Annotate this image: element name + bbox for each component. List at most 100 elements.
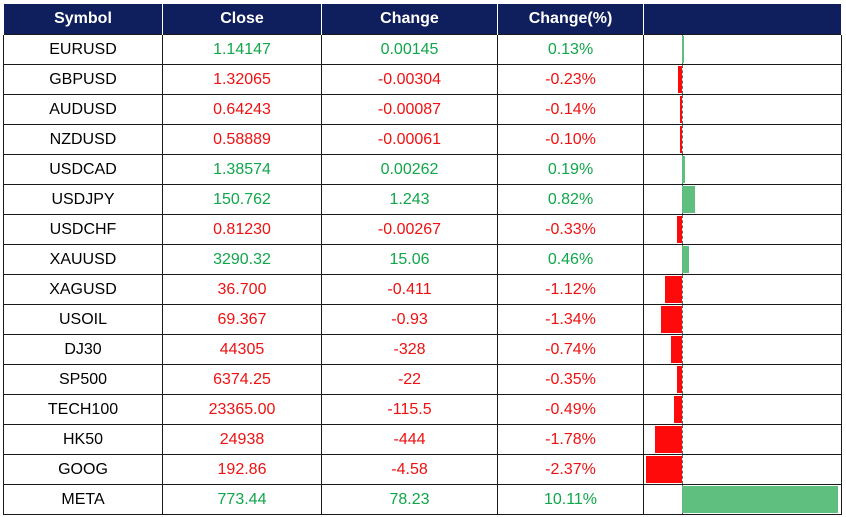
change-cell: -0.00267 [321, 214, 498, 245]
zero-axis [682, 125, 683, 154]
zero-axis [682, 455, 683, 484]
change-bar [679, 96, 682, 123]
close-cell: 0.64243 [162, 94, 322, 125]
zero-axis [682, 335, 683, 364]
change-pct-cell: 0.13% [497, 34, 644, 65]
symbol-cell: EURUSD [3, 34, 163, 65]
change-bar-cell [643, 214, 842, 245]
change-pct-cell: -0.74% [497, 334, 644, 365]
change-bar-cell [643, 424, 842, 455]
header-row: Symbol Close Change Change(%) [3, 4, 842, 35]
change-bar [680, 126, 682, 153]
change-bar [682, 186, 695, 213]
change-cell: -0.00087 [321, 94, 498, 125]
symbol-cell: USOIL [3, 304, 163, 335]
close-cell: 0.58889 [162, 124, 322, 155]
table-row: EURUSD 1.14147 0.00145 0.13% [3, 34, 842, 65]
change-bar [678, 66, 682, 93]
change-bar [682, 486, 838, 513]
change-pct-cell: -0.35% [497, 364, 644, 395]
change-pct-cell: -0.14% [497, 94, 644, 125]
header-change: Change [321, 4, 498, 35]
table-row: AUDUSD 0.64243 -0.00087 -0.14% [3, 94, 842, 125]
change-bar-cell [643, 184, 842, 215]
table-row: NZDUSD 0.58889 -0.00061 -0.10% [3, 124, 842, 155]
close-cell: 773.44 [162, 484, 322, 515]
change-bar-cell [643, 154, 842, 185]
change-bar-cell [643, 364, 842, 395]
close-cell: 192.86 [162, 454, 322, 485]
change-pct-cell: -2.37% [497, 454, 644, 485]
table-row: GOOG 192.86 -4.58 -2.37% [3, 454, 842, 485]
symbol-cell: META [3, 484, 163, 515]
change-cell: 1.243 [321, 184, 498, 215]
change-bar [676, 216, 682, 243]
change-cell: -0.93 [321, 304, 498, 335]
zero-axis [682, 275, 683, 304]
table-row: GBPUSD 1.32065 -0.00304 -0.23% [3, 64, 842, 95]
header-change-pct: Change(%) [497, 4, 644, 35]
table-row: USDCHF 0.81230 -0.00267 -0.33% [3, 214, 842, 245]
table-row: USDCAD 1.38574 0.00262 0.19% [3, 154, 842, 185]
change-cell: -0.411 [321, 274, 498, 305]
zero-axis [682, 65, 683, 94]
change-pct-cell: 0.82% [497, 184, 644, 215]
change-pct-cell: -1.12% [497, 274, 644, 305]
table-row: SP500 6374.25 -22 -0.35% [3, 364, 842, 395]
change-pct-cell: -0.49% [497, 394, 644, 425]
symbol-cell: DJ30 [3, 334, 163, 365]
change-cell: -328 [321, 334, 498, 365]
change-bar-cell [643, 484, 842, 515]
change-bar [664, 276, 682, 303]
symbol-cell: TECH100 [3, 394, 163, 425]
change-pct-cell: -1.34% [497, 304, 644, 335]
change-bar-cell [643, 274, 842, 305]
close-cell: 69.367 [162, 304, 322, 335]
table-row: DJ30 44305 -328 -0.74% [3, 334, 842, 365]
change-bar [670, 336, 682, 363]
change-pct-cell: 0.19% [497, 154, 644, 185]
close-cell: 1.32065 [162, 64, 322, 95]
close-cell: 1.14147 [162, 34, 322, 65]
zero-axis [682, 305, 683, 334]
close-cell: 24938 [162, 424, 322, 455]
table-row: USOIL 69.367 -0.93 -1.34% [3, 304, 842, 335]
table-row: TECH100 23365.00 -115.5 -0.49% [3, 394, 842, 425]
change-cell: -115.5 [321, 394, 498, 425]
change-pct-cell: -0.23% [497, 64, 644, 95]
zero-axis [682, 95, 683, 124]
change-bar [674, 396, 682, 423]
change-cell: -444 [321, 424, 498, 455]
change-pct-cell: -0.33% [497, 214, 644, 245]
change-pct-cell: 10.11% [497, 484, 644, 515]
market-quotes-table: Symbol Close Change Change(%) EURUSD 1.14… [3, 4, 842, 515]
close-cell: 3290.32 [162, 244, 322, 275]
change-bar-cell [643, 94, 842, 125]
change-cell: 78.23 [321, 484, 498, 515]
close-cell: 44305 [162, 334, 322, 365]
close-cell: 150.762 [162, 184, 322, 215]
change-bar [676, 366, 682, 393]
change-bar-cell [643, 304, 842, 335]
close-cell: 0.81230 [162, 214, 322, 245]
change-bar-cell [643, 64, 842, 95]
zero-axis [682, 425, 683, 454]
symbol-cell: SP500 [3, 364, 163, 395]
change-bar-cell [643, 244, 842, 275]
change-cell: 15.06 [321, 244, 498, 275]
change-cell: 0.00145 [321, 34, 498, 65]
change-bar [682, 246, 690, 273]
change-cell: 0.00262 [321, 154, 498, 185]
close-cell: 23365.00 [162, 394, 322, 425]
close-cell: 6374.25 [162, 364, 322, 395]
change-bar [661, 306, 682, 333]
change-bar [682, 36, 684, 63]
change-bar [682, 156, 685, 183]
change-cell: -4.58 [321, 454, 498, 485]
table-row: HK50 24938 -444 -1.78% [3, 424, 842, 455]
change-pct-cell: -0.10% [497, 124, 644, 155]
symbol-cell: AUDUSD [3, 94, 163, 125]
symbol-cell: USDJPY [3, 184, 163, 215]
header-symbol: Symbol [3, 4, 163, 35]
change-bar-cell [643, 34, 842, 65]
